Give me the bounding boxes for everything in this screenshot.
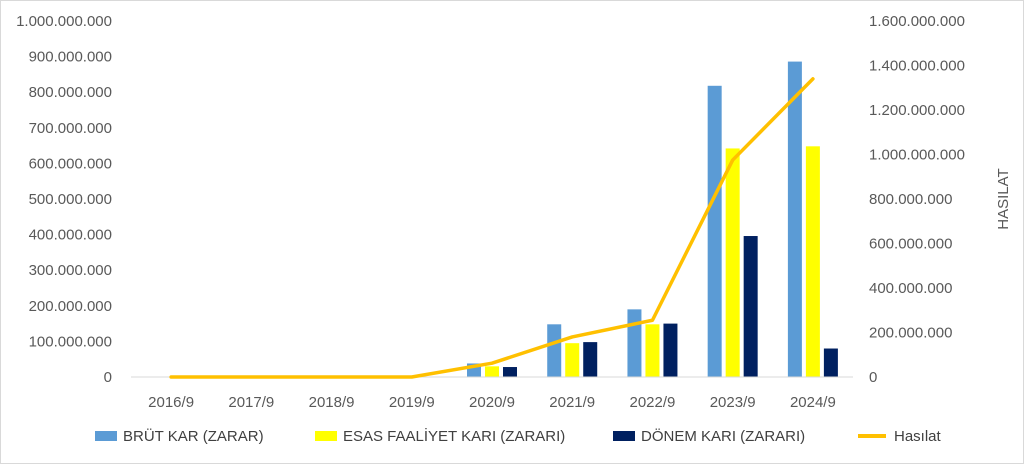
- bar-3-2024-9: [823, 348, 838, 377]
- right-axis-tick-label: 1.600.000.000: [869, 13, 965, 30]
- combo-chart: 0 100.000.000 200.000.000 300.000.000 400.00…: [16, 13, 1012, 411]
- right-axis-tick-label: 400.000.000: [869, 280, 952, 297]
- right-axis-tick-label: 1.400.000.000: [869, 58, 965, 75]
- x-axis-tick-label: 2021/9: [549, 394, 595, 411]
- left-axis-tick-label: 600.000.000: [29, 155, 112, 172]
- legend: BRÜT KAR (ZARAR) ESAS FAALİYET KARI (ZAR…: [0, 424, 1024, 448]
- legend-label-brut-kar: BRÜT KAR (ZARAR): [123, 427, 264, 445]
- left-axis-tick-label: 200.000.000: [29, 298, 112, 315]
- revenue-line: [169, 77, 815, 379]
- bar-1-2024-9: [787, 61, 802, 378]
- legend-label-donem-kari: DÖNEM KARI (ZARARI): [641, 427, 806, 445]
- x-axis-tick-label: 2023/9: [710, 394, 756, 411]
- x-axis-tick-label: 2022/9: [629, 394, 675, 411]
- bar-1-2022-9: [627, 309, 642, 377]
- bar-2-2022-9: [645, 324, 660, 377]
- left-axis-tick-label: 700.000.000: [29, 120, 112, 137]
- left-axis-tick-label: 300.000.000: [29, 262, 112, 279]
- bar-2-2020-9: [485, 366, 499, 377]
- bar-3-2020-9: [503, 367, 517, 377]
- right-axis-tick-label: 600.000.000: [869, 236, 952, 253]
- bar-1-2021-9: [547, 324, 562, 377]
- left-axis-tick-label: 500.000.000: [29, 191, 112, 208]
- bar-2-2024-9: [805, 146, 820, 377]
- left-axis-tick-label: 900.000.000: [29, 49, 112, 66]
- legend-swatch-donem-kari: [613, 431, 635, 441]
- legend-label-esas-faaliyet: ESAS FAALİYET KARI (ZARARI): [343, 427, 566, 445]
- x-axis-tick-label: 2018/9: [309, 394, 355, 411]
- right-axis-tick-label: 1.200.000.000: [869, 102, 965, 119]
- x-axis-tick-label: 2024/9: [790, 394, 836, 411]
- legend-item-donem-kari: DÖNEM KARI (ZARARI): [613, 424, 805, 448]
- right-axis-tick-label: 1.000.000.000: [869, 147, 965, 164]
- left-axis-tick-label: 400.000.000: [29, 227, 112, 244]
- x-axis-tick-label: 2016/9: [148, 394, 194, 411]
- legend-item-esas-faaliyet: ESAS FAALİYET KARI (ZARARI): [315, 424, 565, 448]
- bar-3-2023-9: [743, 236, 758, 377]
- left-axis-tick-label: 0: [104, 369, 112, 386]
- right-axis-tick-label: 200.000.000: [869, 325, 952, 342]
- bar-3-2022-9: [663, 323, 678, 377]
- x-axis-tick-label: 2020/9: [469, 394, 515, 411]
- right-axis-title: HASILAT: [995, 168, 1012, 229]
- legend-label-hasilat: Hasılat: [894, 427, 941, 445]
- bar-2-2023-9: [725, 148, 740, 377]
- bar-2-2021-9: [565, 343, 580, 377]
- legend-item-brut-kar: BRÜT KAR (ZARAR): [95, 424, 264, 448]
- bar-3-2021-9: [583, 342, 598, 377]
- legend-swatch-hasilat: [858, 434, 886, 438]
- bar-1-2023-9: [707, 85, 722, 378]
- right-axis-tick-label: 0: [869, 369, 877, 386]
- x-axis-tick-label: 2019/9: [389, 394, 435, 411]
- legend-item-hasilat: Hasılat: [858, 424, 941, 448]
- legend-swatch-esas-faaliyet: [315, 431, 337, 441]
- left-axis-tick-label: 1.000.000.000: [16, 13, 112, 30]
- left-axis-tick-label: 800.000.000: [29, 84, 112, 101]
- x-axis-tick-label: 2017/9: [228, 394, 274, 411]
- right-axis-tick-label: 800.000.000: [869, 191, 952, 208]
- legend-swatch-brut-kar: [95, 431, 117, 441]
- left-axis-tick-label: 100.000.000: [29, 333, 112, 350]
